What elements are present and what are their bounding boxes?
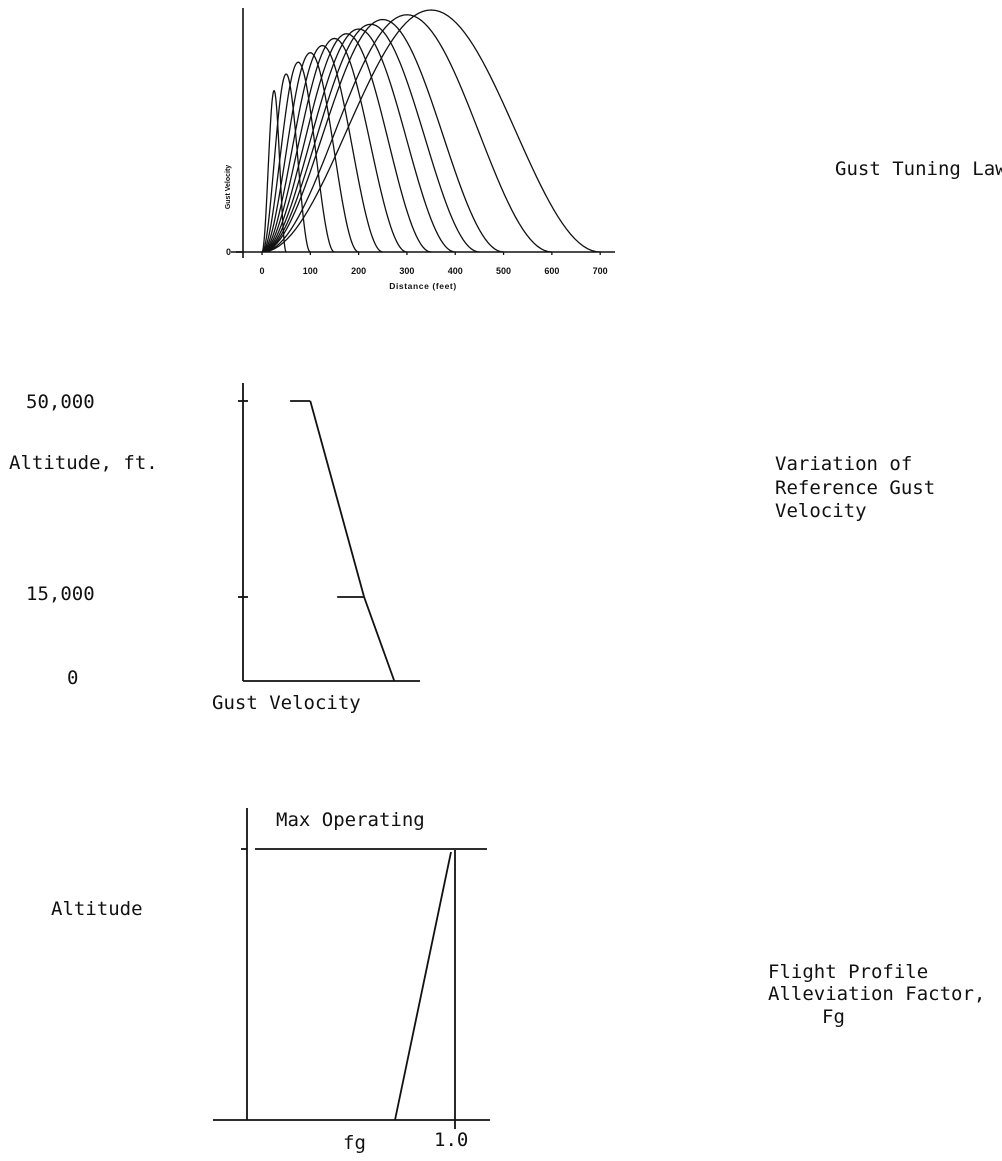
gust-pulse-600ft — [261, 14, 552, 253]
panel2-y-label-0: 0 — [67, 667, 78, 689]
gust-tuning-law-chart: 0 0 100 200 300 400 500 600 700 Gust Velocity D… — [225, 8, 1002, 291]
svg-text:Variation of: Variation of — [775, 453, 912, 475]
panel1-x-tick-label-0: 0 — [259, 266, 264, 276]
panel3-caption: Flight Profile Alleviation Factor, Fg — [768, 961, 985, 1028]
flight-profile-alleviation-chart: Max Operating Altitude fg 1.0 Flight Pro… — [51, 808, 985, 1154]
panel3-y-axis-label: Altitude — [51, 898, 143, 920]
panel1-x-tick-label-400: 400 — [448, 266, 463, 276]
gust-pulse-350ft — [261, 33, 432, 253]
panel2-velocity-profile — [290, 400, 396, 682]
panel3-x-label-one: 1.0 — [434, 1129, 468, 1151]
panel1-y-zero-label: 0 — [226, 247, 231, 257]
panel1-x-tick-label-500: 500 — [496, 266, 511, 276]
panel2-y-axis-label: Altitude, ft. — [9, 452, 158, 474]
gust-pulse-150ft — [261, 61, 335, 253]
gust-pulse-300ft — [261, 37, 408, 253]
panel1-x-tick-label-300: 300 — [399, 266, 414, 276]
panel1-y-axis-label: Gust Velocity — [225, 165, 232, 209]
panel3-top-label: Max Operating — [276, 809, 425, 831]
panel1-x-tick-label-100: 100 — [303, 266, 318, 276]
panel1-caption: Gust Tuning Law — [835, 158, 1002, 180]
gust-pulse-450ft — [261, 23, 480, 253]
svg-text:Velocity: Velocity — [775, 500, 867, 522]
panel3-fg-ramp-line — [394, 851, 452, 1121]
panel2-gust-velocity-line — [309, 400, 396, 682]
gust-pulse-200ft — [261, 52, 359, 253]
gust-pulse-700ft — [261, 9, 601, 253]
panel2-y-label-15000: 15,000 — [26, 583, 95, 605]
gust-pulse-100ft — [261, 73, 311, 253]
gust-pulse-250ft — [261, 44, 383, 253]
svg-text:Flight Profile: Flight Profile — [768, 961, 928, 983]
svg-text:Reference Gust: Reference Gust — [775, 477, 935, 499]
gust-pulse-500ft — [261, 18, 504, 253]
panel3-x-label-fg: fg — [343, 1132, 366, 1154]
svg-text:Alleviation Factor,: Alleviation Factor, — [768, 983, 985, 1005]
panel1-x-tick-label-600: 600 — [544, 266, 559, 276]
panel1-x-tick-label-200: 200 — [351, 266, 366, 276]
panel1-x-axis-label: Distance (feet) — [389, 281, 457, 291]
panel1-x-ticks: 0 100 200 300 400 500 600 700 — [259, 252, 608, 276]
panel2-y-label-50000: 50,000 — [26, 391, 95, 413]
panel1-pulse-curves — [261, 9, 601, 253]
panel2-caption: Variation of Reference Gust Velocity — [775, 453, 935, 522]
panel2-x-axis-label: Gust Velocity — [212, 692, 361, 714]
panel1-x-tick-label-700: 700 — [593, 266, 608, 276]
reference-gust-velocity-chart: 50,000 Altitude, ft. 15,000 0 Gust Veloc… — [9, 383, 935, 714]
svg-text:Fg: Fg — [822, 1006, 845, 1028]
gust-pulse-400ft — [261, 28, 456, 253]
